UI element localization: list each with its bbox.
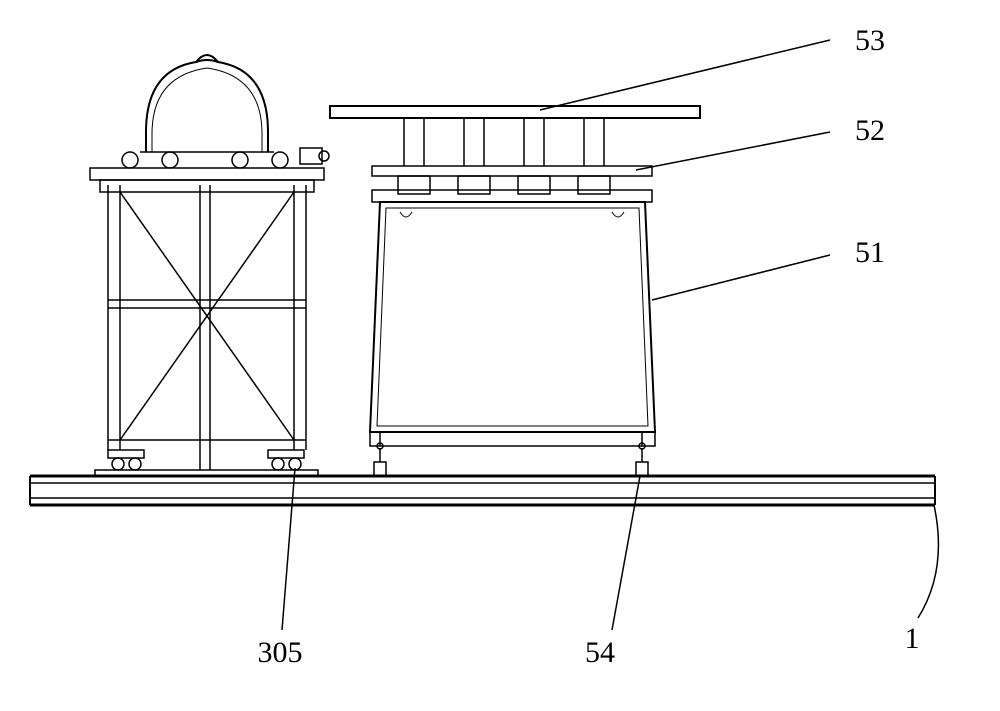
label-305: 305	[258, 636, 303, 669]
left-unit-rollers	[122, 152, 288, 168]
callouts: 53 52 51 1 54 305	[258, 24, 939, 669]
label-1: 1	[905, 622, 920, 655]
label-51: 51	[855, 236, 885, 269]
right-unit-feet	[374, 443, 648, 476]
right-unit	[330, 106, 700, 476]
left-unit-posts	[108, 185, 306, 470]
label-53: 53	[855, 24, 885, 57]
box-body	[370, 202, 655, 432]
label-54: 54	[585, 636, 615, 669]
left-unit-wheels	[108, 450, 304, 470]
top-plate	[330, 106, 700, 118]
left-unit	[90, 55, 329, 476]
motor-icon	[300, 148, 329, 164]
manifold-blocks	[398, 176, 610, 194]
base-rail	[30, 476, 935, 505]
dome-icon	[140, 55, 274, 152]
label-52: 52	[855, 114, 885, 147]
risers	[404, 118, 604, 166]
technical-diagram: 53 52 51 1 54 305	[0, 0, 1000, 711]
